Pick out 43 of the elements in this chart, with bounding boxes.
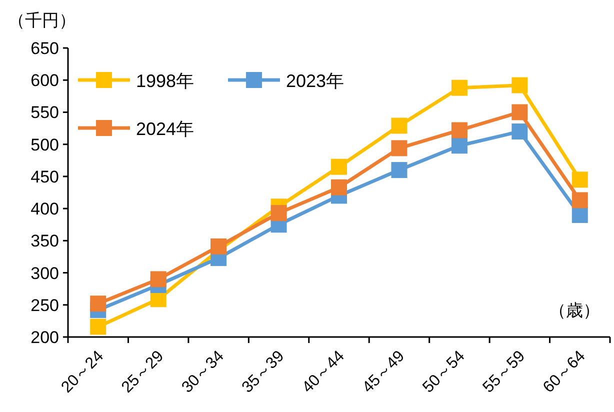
y-tick-label: 350	[30, 232, 59, 251]
point	[90, 296, 106, 312]
x-tick-label: 55～59	[480, 348, 529, 396]
point	[331, 158, 347, 175]
point	[331, 179, 347, 196]
y-tick-label: 500	[30, 135, 59, 154]
x-tick-label: 30～34	[178, 348, 228, 396]
x-tick-label: 20～24	[58, 348, 108, 396]
point	[90, 318, 106, 335]
x-tick-label: 35～39	[239, 348, 288, 396]
point	[270, 205, 287, 222]
x-tick-label: 50～54	[420, 348, 468, 396]
point	[512, 104, 528, 120]
legend-label: 1998年	[136, 71, 194, 91]
x-tick-label: 45～49	[360, 348, 408, 396]
point	[210, 238, 227, 254]
point	[391, 162, 408, 178]
x-tick-label: 40～44	[299, 348, 348, 396]
point	[572, 172, 588, 188]
x-axis-title: （歳）	[549, 301, 600, 320]
point	[451, 138, 468, 154]
y-tick-label: 200	[30, 328, 59, 347]
point	[451, 122, 468, 138]
y-tick-label: 300	[30, 264, 59, 283]
x-tick-label: 60～64	[540, 348, 589, 396]
legend-label: 2024年	[136, 119, 194, 139]
point	[451, 80, 468, 96]
y-tick-label: 450	[30, 167, 59, 186]
point	[512, 123, 528, 140]
y-tick-label: 650	[30, 39, 59, 58]
point	[572, 192, 588, 208]
y-tick-label: 550	[30, 103, 59, 122]
y-axis-title: （千円）	[8, 11, 76, 30]
y-tick-label: 250	[30, 296, 59, 315]
point	[512, 77, 528, 94]
y-tick-label: 400	[30, 200, 59, 219]
point	[391, 118, 408, 134]
point	[150, 271, 166, 288]
point	[572, 206, 588, 223]
y-tick-label: 600	[30, 71, 59, 90]
legend-label: 2023年	[286, 71, 344, 91]
x-tick-label: 25～29	[118, 348, 168, 396]
point	[391, 140, 408, 156]
